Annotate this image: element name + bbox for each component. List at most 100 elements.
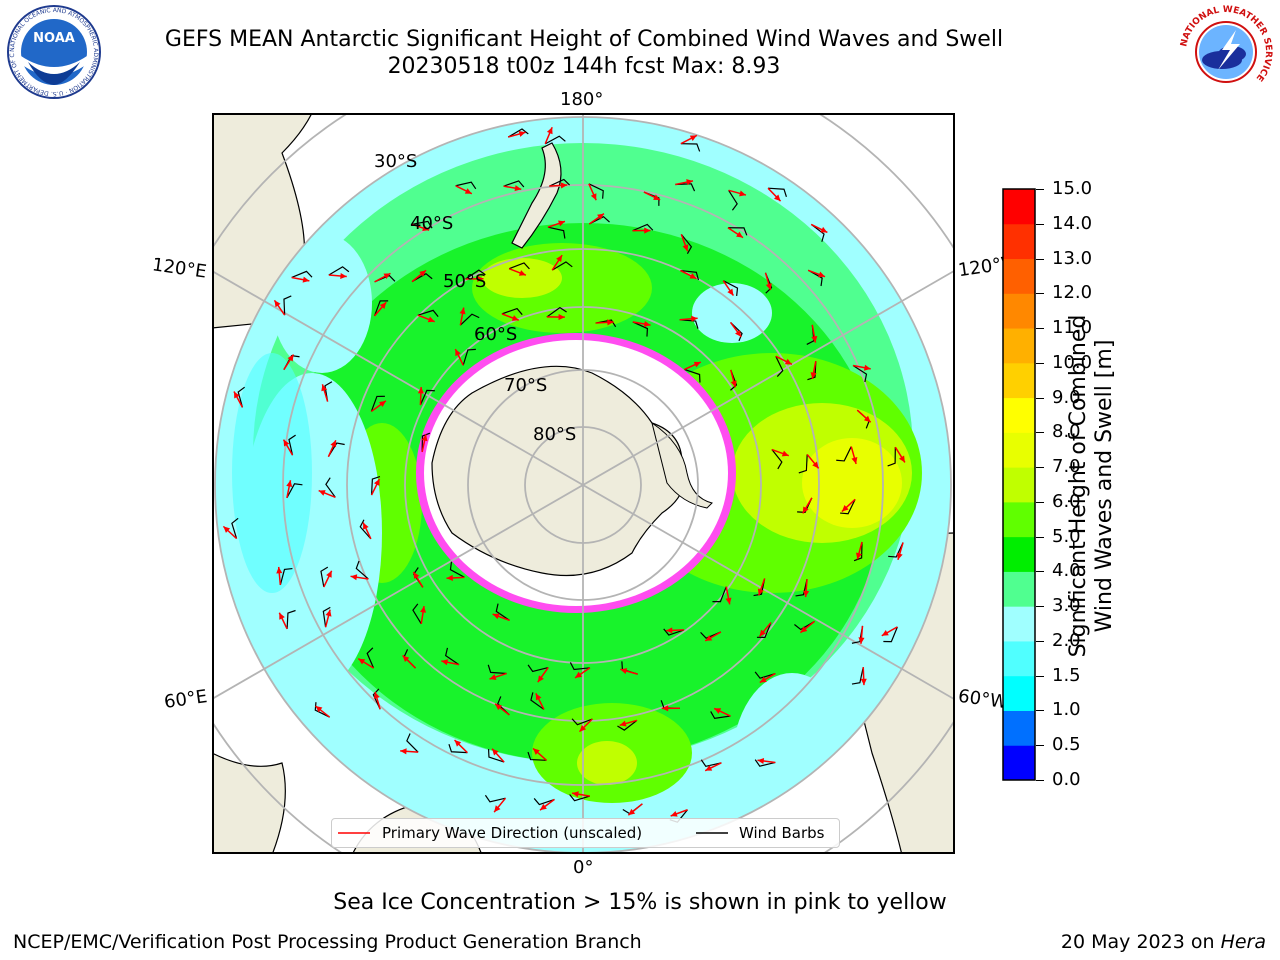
wave-direction-arrowhead [858, 637, 865, 644]
wind-barb [322, 606, 331, 628]
colorbar-tick-mark [1036, 780, 1044, 781]
wave-direction-arrowhead [492, 613, 500, 620]
wind-barb [291, 270, 313, 279]
wind-barb [551, 261, 573, 271]
colorbar-tick-mark [1036, 501, 1044, 503]
africa-southeast-land [213, 752, 286, 853]
colorbar-tick-mark [1036, 745, 1044, 747]
colorbar-tick-mark [1036, 467, 1044, 469]
wave-direction-arrowhead [279, 612, 285, 620]
wind-barb [366, 647, 375, 669]
wave-direction-arrowhead [863, 415, 871, 423]
wave-direction-arrowhead [725, 597, 732, 605]
wave-direction-arrowhead [539, 803, 547, 811]
colorbar-tick-mark [1036, 640, 1044, 642]
footer-date: 20 May 2023 on [1060, 931, 1221, 953]
colorbar-segment [1003, 293, 1035, 329]
wave-direction-arrowhead [494, 805, 501, 813]
wave-direction-arrowhead [537, 675, 544, 683]
lat-label-50s: 50°S [443, 271, 486, 292]
wave-direction-arrowhead [812, 461, 819, 469]
colorbar-segment [1003, 258, 1035, 294]
colorbar-tick-label: 3.0 [1052, 595, 1081, 617]
map-legend: Primary Wave Direction (unscaled) Wind B… [331, 818, 840, 848]
wave-direction-arrowhead [274, 300, 281, 308]
wind-barb [569, 794, 591, 802]
wave-direction-arrowhead [628, 808, 636, 816]
colorbar-label: Significant Height of Combined Wind Wave… [1066, 286, 1118, 686]
wave-direction-arrowhead [326, 570, 332, 578]
wind-barb [487, 664, 507, 675]
wind-barb [767, 187, 787, 198]
lat-label-60s: 60°S [474, 324, 517, 345]
wind-barb [569, 662, 591, 671]
wave-direction-arrowhead [464, 188, 472, 194]
wave-direction-arrowhead [851, 457, 858, 464]
chart-title: GEFS MEAN Antarctic Significant Height o… [164, 27, 1004, 52]
wave-direction-arrowhead [422, 225, 430, 231]
wind-barb [530, 692, 545, 710]
colorbar-tick-label: 8.0 [1052, 421, 1081, 443]
wind-barb [279, 567, 293, 586]
wind-barb [455, 181, 477, 190]
wave-direction-arrowhead [495, 703, 502, 711]
wave-direction-arrowhead [560, 182, 568, 189]
wind-barb [503, 180, 525, 188]
wind-barb [730, 321, 743, 342]
colorbar-tick-label: 0.5 [1052, 734, 1081, 756]
lon-label-60e: 60°E [162, 686, 209, 713]
wave-direction-arrowhead [757, 588, 764, 596]
wave-direction-arrowhead [302, 276, 310, 283]
wave-direction-legend-icon [338, 832, 370, 834]
colorbar-segment [1003, 710, 1035, 746]
colorbar-segment [1003, 606, 1035, 642]
wind-barb [465, 269, 486, 280]
wave-direction-arrowhead [689, 135, 697, 142]
colorbar-segment [1003, 501, 1035, 538]
colorbar-tick-mark [1036, 571, 1044, 573]
wave-direction-arrowhead [665, 627, 673, 634]
wind-barb [571, 718, 593, 726]
colorbar-tick-label: 5.0 [1052, 525, 1081, 547]
wave-direction-arrowhead [579, 725, 587, 732]
wind-barb [507, 128, 529, 138]
wind-barb [544, 135, 566, 145]
colorbar-segment [1003, 467, 1035, 503]
wind-barb [710, 711, 731, 720]
colorbar-segment [1003, 397, 1035, 433]
wave-direction-arrowhead [653, 194, 661, 200]
wind-barb [675, 183, 696, 192]
wind-barb [680, 269, 700, 281]
wave-direction-arrowhead [514, 185, 522, 192]
wind-barb [412, 220, 433, 229]
colorbar-tick-label: 10.0 [1052, 351, 1093, 373]
lat-label-70s: 70°S [504, 375, 547, 396]
colorbar-tick-mark [1036, 432, 1044, 434]
colorbar-segment [1003, 328, 1035, 364]
wind-barb [372, 688, 381, 710]
latitude-labels: 30°S 40°S 50°S 60°S 70°S 80°S [374, 151, 576, 445]
wind-barb [546, 306, 567, 318]
wave-direction-arrowhead [477, 275, 484, 282]
footer-host: Hera [1220, 931, 1266, 953]
wave-direction-arrowhead [233, 391, 240, 399]
wave-direction-arrowhead [691, 315, 698, 322]
wave-direction-arrowhead [896, 552, 903, 560]
colorbar-tick-label: 13.0 [1052, 247, 1093, 269]
wave-direction-arrowhead [421, 434, 428, 442]
lat-label-30s: 30°S [374, 151, 417, 172]
wave-direction-arrowhead [607, 319, 614, 326]
wave-direction-arrowhead [644, 227, 651, 234]
wind-barb [508, 262, 530, 270]
wave-direction-arrowhead [682, 244, 689, 252]
lon-label-120e: 120°E [150, 254, 208, 283]
wave-direction-arrowhead [575, 671, 582, 678]
wind-barb [411, 272, 433, 283]
wind-barb [547, 226, 566, 239]
wave-direction-arrowhead [784, 358, 792, 365]
wave-direction-arrowhead [287, 354, 294, 362]
wind-barb [449, 561, 465, 578]
wind-barb [286, 483, 303, 499]
wave-direction-arrowhead [223, 526, 231, 533]
wave-direction-arrowhead [533, 748, 540, 755]
